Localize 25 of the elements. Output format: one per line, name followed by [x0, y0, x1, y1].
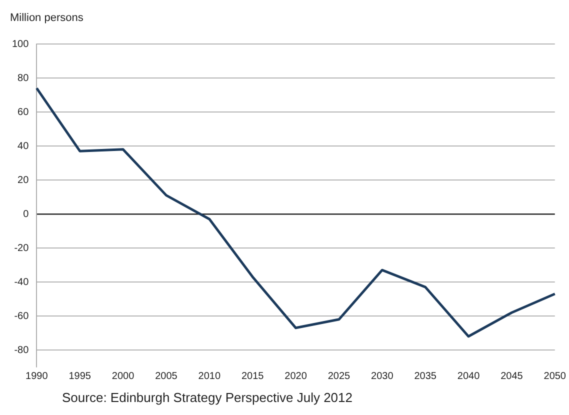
y-tick-label: 0 — [23, 208, 30, 220]
y-axis-title: Million persons — [10, 12, 84, 24]
y-tick-label: 20 — [18, 174, 30, 186]
x-tick-label: 2035 — [414, 370, 437, 382]
source-note: Source: Edinburgh Strategy Perspective July 2012 — [62, 390, 353, 405]
x-tick-label: 2030 — [371, 370, 394, 382]
x-tick-label: 2050 — [544, 370, 566, 382]
y-tick-label: 100 — [12, 38, 30, 50]
x-tick-label: 2015 — [241, 370, 264, 382]
y-tick-label: 80 — [18, 72, 30, 84]
y-tick-label: 60 — [18, 106, 30, 118]
x-tick-label: 1995 — [68, 370, 92, 382]
x-tick-label: 2000 — [112, 370, 135, 382]
y-tick-label: -60 — [14, 310, 30, 322]
x-tick-label: 2025 — [328, 370, 351, 382]
y-tick-label: -80 — [14, 344, 30, 356]
y-tick-label: -20 — [14, 242, 30, 254]
x-tick-label: 2010 — [198, 370, 221, 382]
x-tick-label: 1990 — [26, 370, 48, 382]
x-tick-label: 2040 — [457, 370, 480, 382]
y-tick-label: 40 — [18, 140, 30, 152]
x-tick-label: 2020 — [284, 370, 308, 382]
x-tick-label: 2005 — [155, 370, 178, 382]
x-tick-label: 2045 — [500, 370, 524, 382]
y-tick-label: -40 — [14, 276, 30, 288]
